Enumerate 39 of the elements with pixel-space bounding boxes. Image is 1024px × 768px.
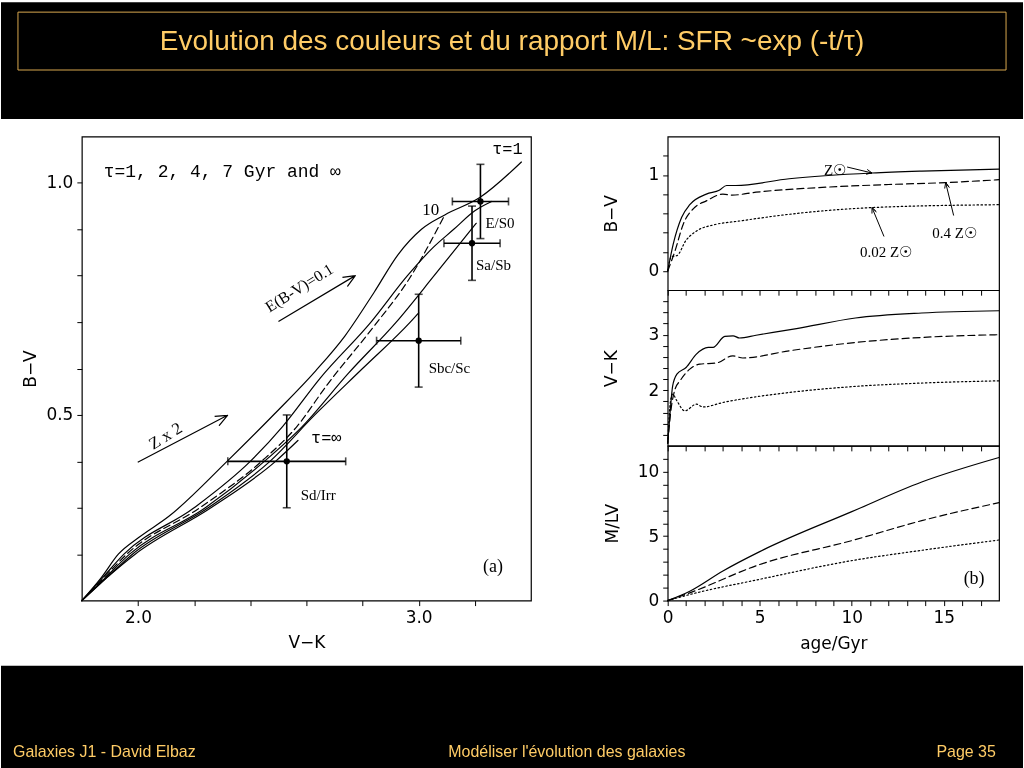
y-tick-label: 1: [648, 164, 660, 185]
annotation: Z☉: [824, 161, 847, 178]
x-tick-label: 0: [662, 607, 674, 628]
y-tick-label: 3: [648, 324, 660, 345]
y-axis-title: B−V: [20, 349, 41, 388]
y-axis-title: M/LV: [601, 503, 622, 544]
y-tick-label: 1.0: [46, 172, 74, 193]
text: Modéliser l'évolution des galaxies: [448, 742, 686, 760]
y-tick-label: 10: [637, 461, 660, 482]
x-tick-label: 5: [754, 607, 766, 628]
chart-title: Evolution des couleurs et du rapport M/L: SFR ~exp (-t/τ): [159, 25, 865, 57]
annotation: Sa/Sb: [476, 257, 511, 274]
y-tick-label: 5: [648, 525, 660, 546]
x-tick-label: 3.0: [405, 607, 433, 628]
annotation: 10: [422, 199, 440, 219]
x-tick-label: 10: [841, 607, 864, 628]
y-axis-title: B−V: [601, 194, 622, 233]
y-tick-label: 0: [648, 260, 660, 281]
x-axis-title: V−K: [288, 631, 327, 652]
annotation: Sbc/Sc: [428, 359, 471, 376]
y-axis-title: V−K: [601, 349, 622, 387]
annotation: 0.02 Z☉: [859, 244, 913, 261]
series-label: τ=∞: [310, 429, 342, 449]
annotation: (b): [963, 568, 985, 590]
text: Galaxies J1 - David Elbaz: [12, 742, 196, 760]
annotation: 0.4 Z☉: [932, 225, 977, 242]
annotation: Z x 2: [145, 418, 186, 454]
x-tick-label: 2.0: [125, 607, 152, 628]
annotation: τ=1, 2, 4, 7 Gyr and ∞: [103, 161, 342, 182]
annotation: (a): [483, 556, 504, 578]
series-label: τ=1: [492, 140, 523, 160]
annotation: E/S0: [485, 215, 515, 232]
y-tick-label: 0.5: [46, 404, 74, 425]
text: Page 35: [936, 742, 996, 760]
y-tick-label: 2: [648, 379, 660, 400]
y-tick-label: 0: [648, 590, 660, 611]
x-tick-label: 15: [933, 607, 956, 628]
annotation: Sd/Irr: [300, 487, 336, 504]
x-axis-title: age/Gyr: [800, 632, 868, 653]
